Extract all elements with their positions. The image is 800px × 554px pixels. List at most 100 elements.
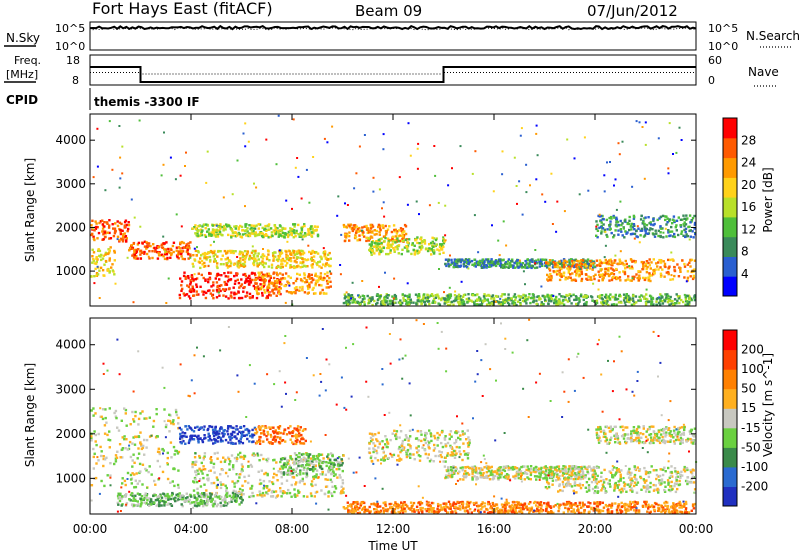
- heatmap-cell: [180, 240, 184, 244]
- heatmap-cell: [301, 429, 305, 432]
- heatmap-cell: [229, 438, 232, 441]
- heatmap-cell: [471, 172, 474, 175]
- heatmap-cell: [283, 457, 286, 461]
- heatmap-cell: [453, 261, 457, 265]
- heatmap-cell: [180, 252, 183, 256]
- heatmap-cell: [195, 435, 199, 439]
- heatmap-cell: [278, 233, 281, 236]
- heatmap-cell: [136, 500, 139, 503]
- heatmap-cell: [550, 262, 553, 265]
- heatmap-cell: [272, 254, 275, 257]
- heatmap-cell: [163, 502, 166, 505]
- heatmap-cell: [431, 236, 434, 239]
- heatmap-cell: [534, 249, 537, 251]
- heatmap-cell: [373, 252, 376, 255]
- heatmap-cell: [213, 240, 215, 243]
- heatmap-cell: [501, 150, 504, 153]
- heatmap-cell: [155, 246, 159, 250]
- heatmap-cell: [298, 273, 301, 276]
- heatmap-cell: [328, 467, 331, 470]
- heatmap-cell: [305, 168, 308, 171]
- heatmap-cell: [630, 222, 634, 226]
- heatmap-cell: [278, 287, 281, 291]
- heatmap-cell: [503, 300, 507, 304]
- heatmap-cell: [638, 121, 641, 124]
- heatmap-cell: [547, 262, 550, 265]
- heatmap-cell: [177, 250, 181, 254]
- heatmap-cell: [274, 251, 277, 254]
- heatmap-cell: [662, 260, 665, 263]
- heatmap-cell: [428, 204, 431, 207]
- heatmap-cell: [129, 493, 133, 497]
- heatmap-cell: [456, 262, 459, 265]
- heatmap-cell: [125, 223, 128, 227]
- heatmap-cell: [361, 280, 364, 282]
- heatmap-cell: [607, 303, 610, 307]
- heatmap-cell: [547, 299, 551, 302]
- heatmap-cell: [255, 234, 259, 237]
- heatmap-cell: [416, 147, 419, 150]
- heatmap-cell: [624, 230, 627, 233]
- heatmap-cell: [473, 303, 476, 306]
- heatmap-cell: [107, 226, 111, 229]
- heatmap-cell: [494, 264, 498, 268]
- heatmap-cell: [535, 124, 538, 127]
- heatmap-cell: [276, 273, 279, 277]
- heatmap-cell: [692, 276, 696, 279]
- heatmap-cell: [254, 257, 257, 260]
- heatmap-cell: [247, 283, 251, 286]
- heatmap-cell: [175, 493, 178, 497]
- heatmap-cell: [256, 265, 259, 268]
- heatmap-cell: [624, 259, 627, 263]
- heatmap-cell: [575, 298, 578, 301]
- heatmap-cell: [243, 286, 246, 289]
- heatmap-cell: [243, 281, 247, 284]
- heatmap-cell: [296, 157, 299, 159]
- heatmap-cell: [148, 416, 151, 419]
- heatmap-cell: [402, 297, 405, 300]
- heatmap-cell: [293, 488, 296, 491]
- heatmap-cell: [216, 440, 219, 443]
- heatmap-cell: [669, 258, 672, 262]
- heatmap-cell: [90, 439, 93, 442]
- heatmap-cell: [580, 272, 584, 276]
- heatmap-cell: [97, 432, 100, 436]
- heatmap-cell: [284, 233, 287, 236]
- heatmap-cell: [351, 281, 354, 284]
- heatmap-cell: [444, 204, 447, 207]
- heatmap-cell: [312, 463, 316, 467]
- heatmap-cell: [209, 244, 212, 247]
- heatmap-cell: [363, 303, 366, 306]
- heatmap-cell: [356, 228, 359, 231]
- heatmap-cell: [233, 292, 236, 295]
- heatmap-cell: [305, 474, 309, 477]
- heatmap-cell: [227, 265, 230, 268]
- heatmap-cell: [244, 274, 248, 278]
- heatmap-cell: [594, 273, 597, 276]
- heatmap-cell: [643, 217, 646, 220]
- heatmap-cell: [638, 295, 641, 299]
- heatmap-cell: [195, 283, 198, 286]
- heatmap-cell: [323, 272, 327, 276]
- heatmap-cell: [145, 469, 148, 472]
- heatmap-cell: [132, 418, 135, 421]
- heatmap-cell: [121, 172, 124, 175]
- heatmap-cell: [609, 215, 613, 219]
- heatmap-cell: [615, 276, 618, 279]
- heatmap-cell: [184, 497, 188, 500]
- heatmap-cell: [351, 226, 354, 230]
- heatmap-cell: [420, 236, 423, 239]
- heatmap-cell: [187, 285, 191, 289]
- heatmap-cell: [142, 444, 145, 448]
- heatmap-cell: [250, 465, 254, 468]
- heatmap-cell: [192, 480, 195, 483]
- heatmap-cell: [438, 268, 440, 270]
- heatmap-cell: [599, 273, 602, 277]
- heatmap-cell: [231, 193, 234, 196]
- heatmap-cell: [113, 411, 116, 415]
- heatmap-cell: [195, 254, 198, 257]
- heatmap-cell: [639, 229, 642, 232]
- heatmap-cell: [566, 138, 569, 141]
- heatmap-cell: [277, 427, 281, 430]
- heatmap-cell: [600, 232, 603, 235]
